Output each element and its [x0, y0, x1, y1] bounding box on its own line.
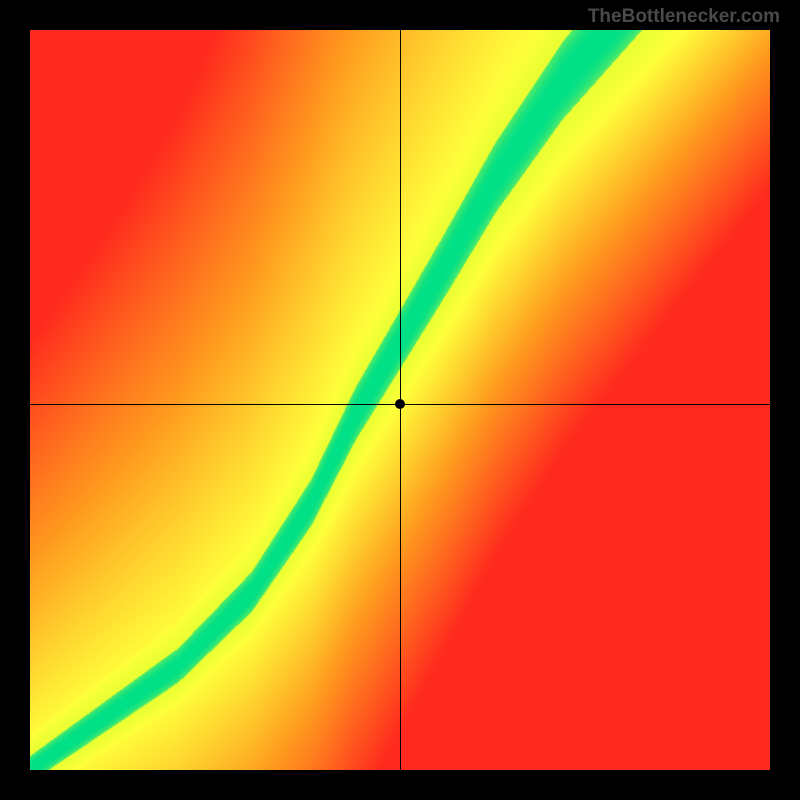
marker-dot	[395, 399, 405, 409]
heatmap-plot	[30, 30, 770, 770]
watermark-text: TheBottlenecker.com	[588, 6, 780, 28]
